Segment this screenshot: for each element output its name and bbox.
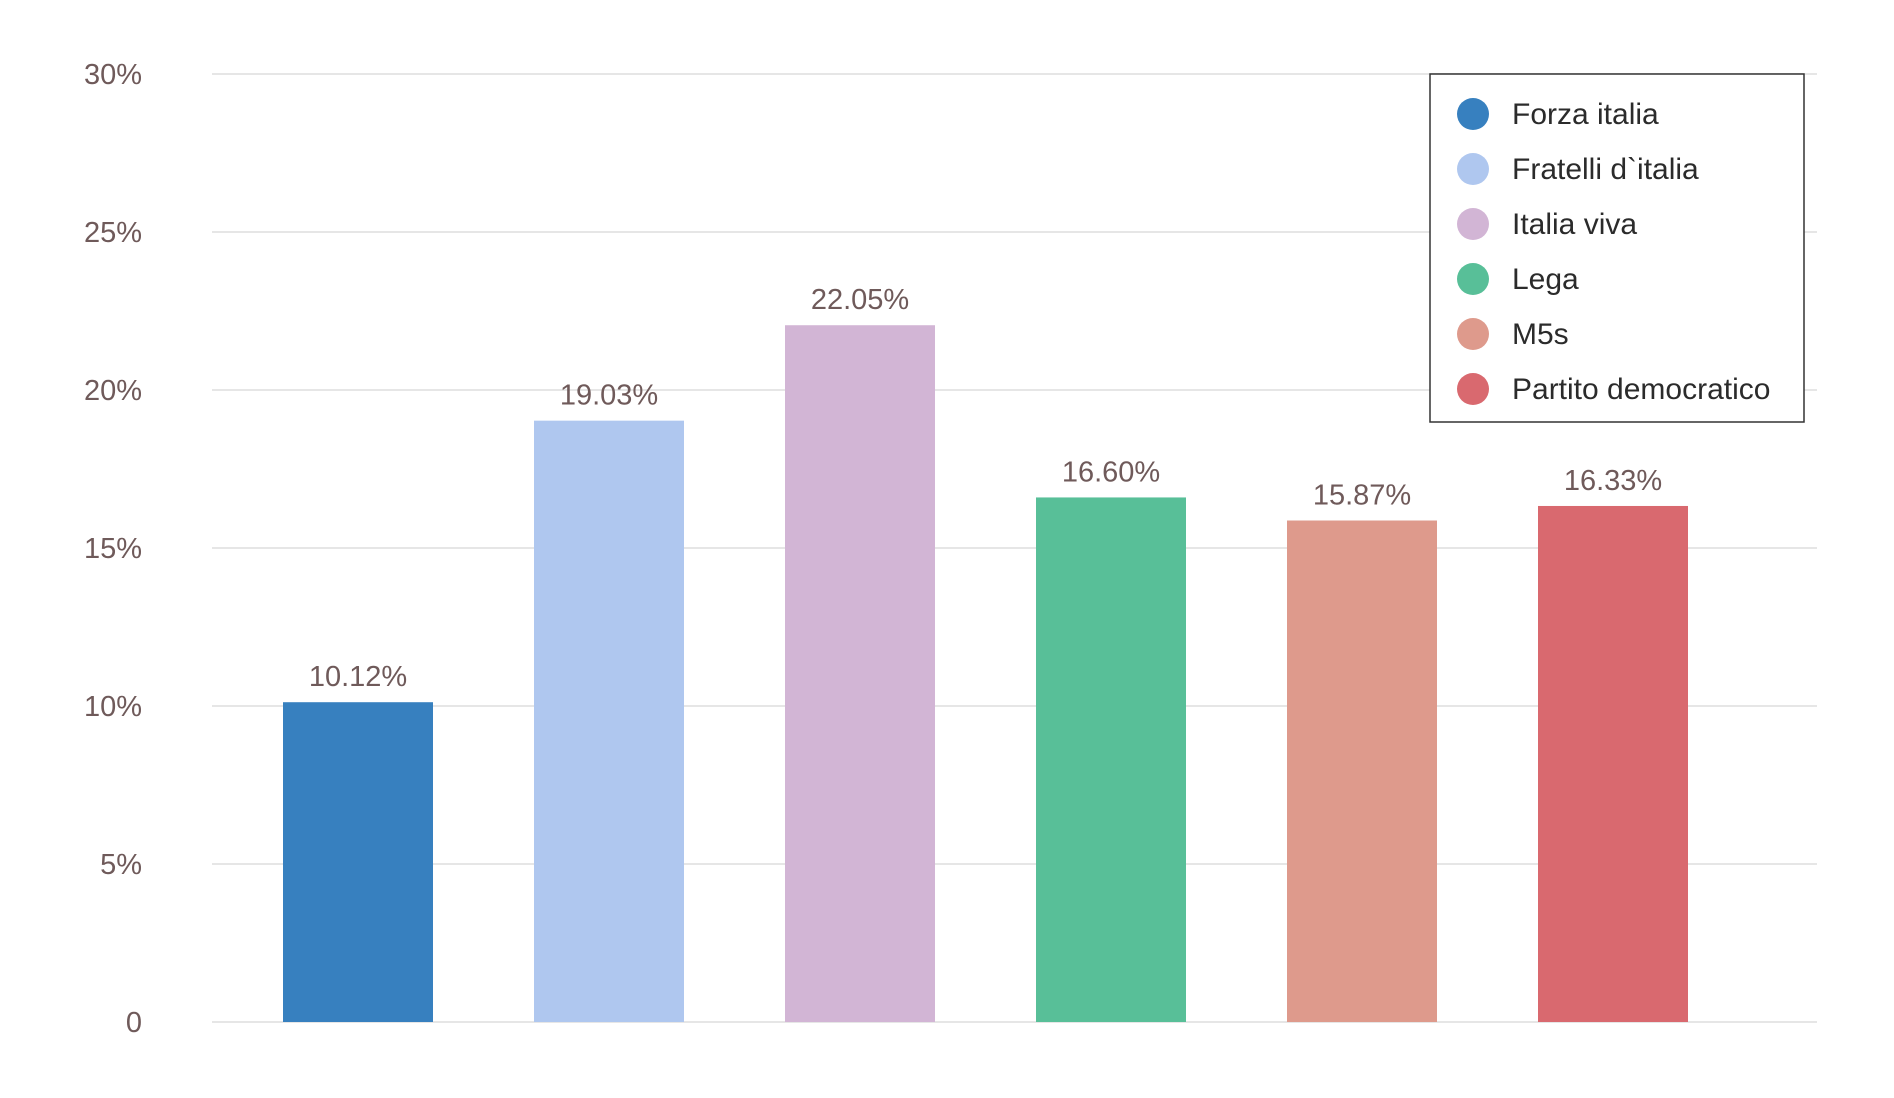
bar-1 bbox=[534, 420, 684, 1023]
bar-4 bbox=[1287, 520, 1437, 1022]
bar-value-label-0: 10.12% bbox=[309, 661, 407, 693]
bar-5 bbox=[1538, 505, 1688, 1022]
bar-3 bbox=[1036, 497, 1186, 1022]
y-tick-label-0: 0 bbox=[126, 1007, 142, 1039]
bar-0 bbox=[283, 702, 433, 1022]
bar-value-labels: 10.12% 19.03% 22.05% 16.60% 15.87% 16.33% bbox=[309, 284, 1662, 693]
legend-box bbox=[1429, 73, 1805, 423]
legend-label-0: Forza italia bbox=[1512, 98, 1659, 131]
legend-swatch-5 bbox=[1457, 373, 1489, 405]
bars bbox=[283, 325, 1688, 1023]
legend-swatch-1 bbox=[1457, 153, 1489, 185]
y-tick-label-3: 15% bbox=[84, 533, 142, 565]
legend-swatch-4 bbox=[1457, 318, 1489, 350]
y-axis-tick-labels: 0 5% 10% 15% 20% 25% 30% bbox=[84, 59, 142, 1039]
legend-label-2: Italia viva bbox=[1512, 208, 1637, 241]
y-tick-label-5: 25% bbox=[84, 217, 142, 249]
legend-label-1: Fratelli d`italia bbox=[1512, 153, 1699, 186]
y-tick-label-2: 10% bbox=[84, 691, 142, 723]
legend: Forza italia Fratelli d`italia Italia viva… bbox=[1429, 73, 1805, 423]
bar-2 bbox=[785, 325, 935, 1023]
bar-value-label-2: 22.05% bbox=[811, 284, 909, 316]
bar-value-label-4: 15.87% bbox=[1313, 480, 1411, 512]
grid-lines bbox=[212, 73, 1817, 1023]
legend-swatch-2 bbox=[1457, 208, 1489, 240]
bar-value-label-5: 16.33% bbox=[1564, 465, 1662, 497]
legend-label-5: Partito democratico bbox=[1512, 373, 1770, 406]
bar-value-label-3: 16.60% bbox=[1062, 456, 1160, 488]
y-tick-label-4: 20% bbox=[84, 375, 142, 407]
y-tick-label-6: 30% bbox=[84, 59, 142, 91]
legend-label-4: M5s bbox=[1512, 318, 1569, 351]
legend-swatch-0 bbox=[1457, 98, 1489, 130]
legend-label-3: Lega bbox=[1512, 263, 1579, 296]
bar-value-label-1: 19.03% bbox=[560, 380, 658, 412]
y-tick-label-1: 5% bbox=[100, 849, 142, 881]
legend-swatch-3 bbox=[1457, 263, 1489, 295]
